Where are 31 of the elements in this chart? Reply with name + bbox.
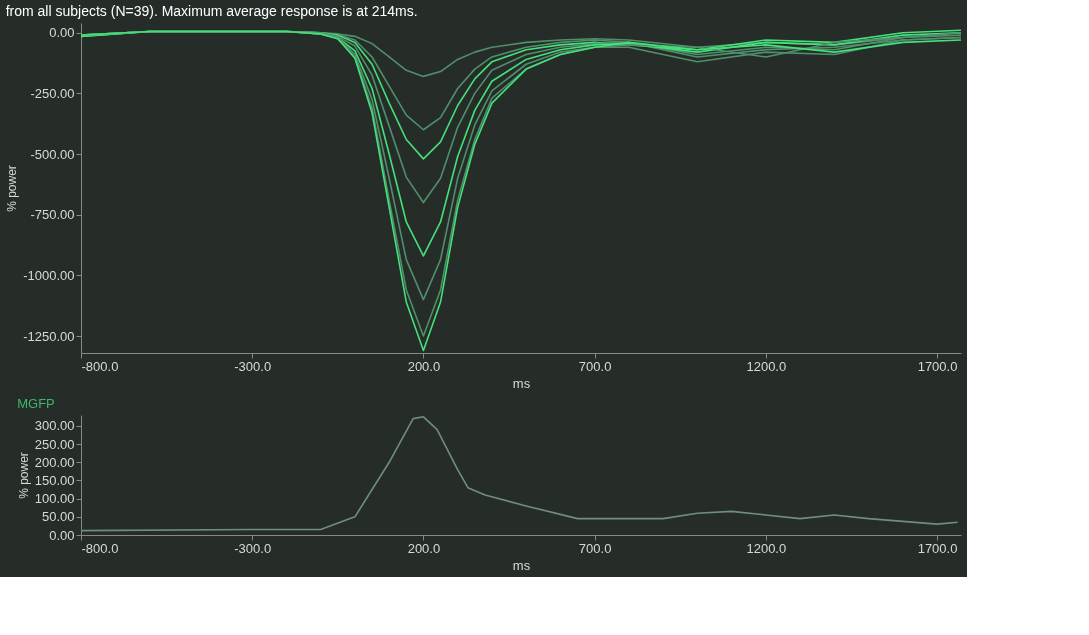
x-tick-label: 200.0 [407,358,441,374]
chart-title: from all subjects (N=39). Maximum average response is at 214ms. [5,3,418,19]
y-tick-label: 0.00 [49,527,75,543]
x-tick-label: -800.0 [81,540,119,556]
y-axis-title: % power [16,452,31,499]
y-tick-label: -250.00 [30,85,75,101]
x-tick-label: 1200.0 [746,540,787,556]
x-tick-label: -800.0 [81,358,119,374]
x-tick-label: 1700.0 [917,540,958,556]
x-tick-label: -300.0 [234,358,272,374]
x-tick-label: 700.0 [578,358,612,374]
y-tick-label: -500.00 [30,146,75,162]
chart-title: MGFP [17,396,55,411]
x-tick-label: 1700.0 [917,358,958,374]
y-tick-label: -1250.00 [23,328,75,344]
y-tick-label: 250.00 [34,436,75,452]
x-tick-label: 700.0 [578,540,612,556]
y-axis-title: % power [5,165,20,212]
y-tick-label: 300.00 [34,418,75,434]
x-tick-label: 1200.0 [746,358,787,374]
y-tick-label: 50.00 [41,509,75,525]
y-tick-label: 150.00 [34,472,75,488]
x-tick-label: -300.0 [234,540,272,556]
y-tick-label: 200.00 [34,454,75,470]
y-tick-label: 100.00 [34,491,75,507]
y-tick-label: -1000.00 [23,267,75,283]
x-axis-title: ms [512,557,531,573]
x-tick-label: 200.0 [407,540,441,556]
y-tick-label: -750.00 [30,207,75,223]
y-tick-label: 0.00 [49,25,75,41]
x-axis-title: ms [512,375,531,391]
